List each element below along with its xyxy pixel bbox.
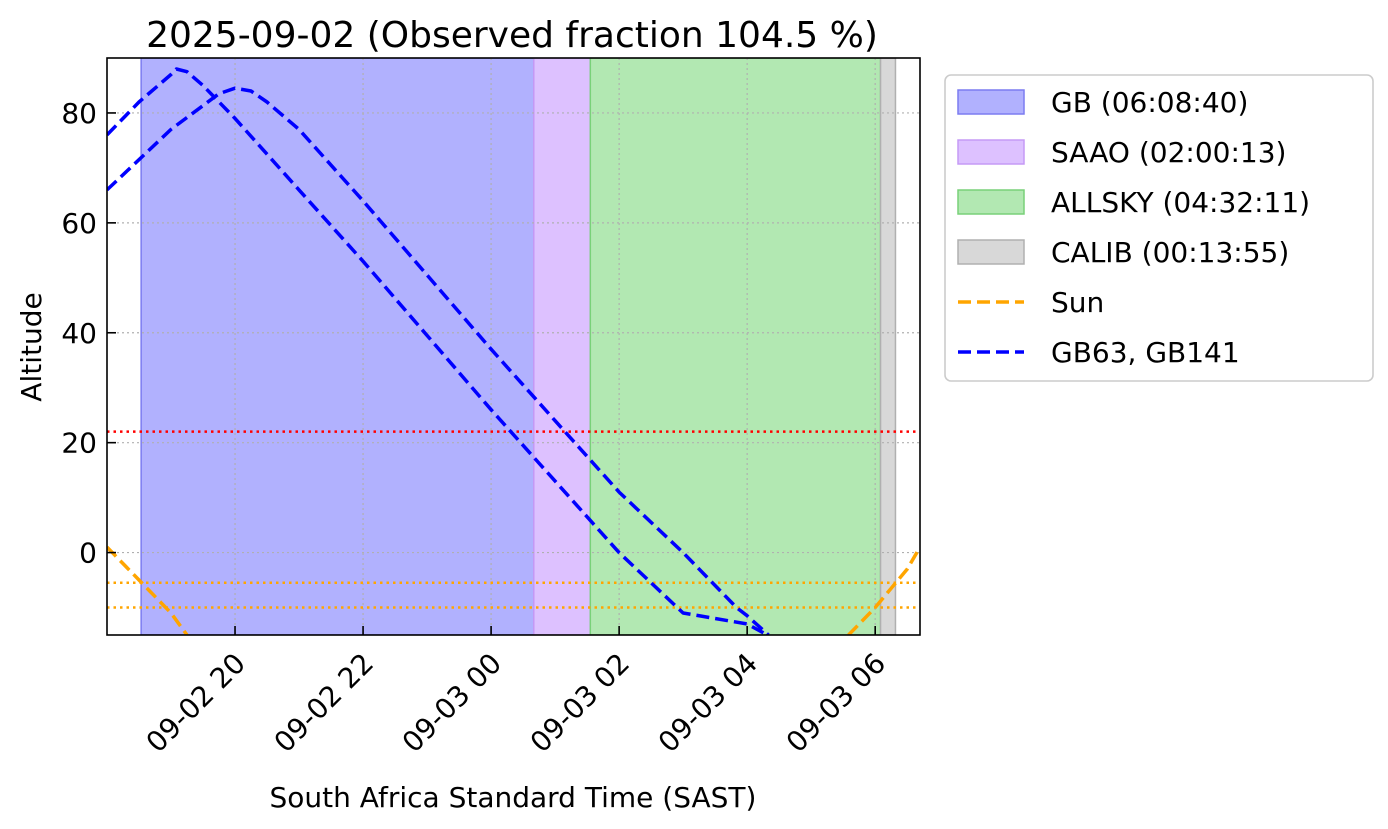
y-tick-label: 60 (61, 207, 97, 240)
observation-spans (140, 58, 897, 635)
legend-swatch (957, 239, 1025, 265)
legend-swatch (957, 89, 1025, 115)
legend-label: GB63, GB141 (1051, 336, 1240, 369)
x-axis-label: South Africa Standard Time (SAST) (270, 781, 757, 814)
legend-label: GB (06:08:40) (1051, 86, 1248, 119)
legend-label: ALLSKY (04:32:11) (1051, 186, 1310, 219)
y-tick-label: 20 (61, 427, 97, 460)
x-tick-label: 09-02 20 (140, 647, 252, 759)
x-tick-label: 09-03 04 (652, 647, 764, 759)
y-axis-label: Altitude (15, 292, 48, 401)
legend-swatch (957, 189, 1025, 215)
legend-label: SAAO (02:00:13) (1051, 136, 1286, 169)
grid-lines (107, 58, 920, 635)
legend: GB (06:08:40) SAAO (02:00:13) ALLSKY (04:3… (944, 74, 1374, 382)
x-tick-label: 09-02 22 (268, 647, 380, 759)
series-line-1 (107, 86, 770, 635)
y-tick-label: 40 (61, 317, 97, 350)
legend-label: CALIB (00:13:55) (1051, 236, 1289, 269)
chart-title: 2025-09-02 (Observed fraction 104.5 %) (146, 15, 878, 56)
span-3 (879, 58, 897, 635)
plot-frame (106, 57, 921, 636)
legend-label: Sun (1051, 286, 1104, 319)
span-0 (140, 58, 535, 635)
legend-box (944, 74, 1374, 382)
threshold-lines (107, 430, 920, 609)
span-2 (589, 58, 882, 635)
x-tick-label: 09-03 00 (396, 647, 508, 759)
x-tick-label: 09-03 06 (780, 647, 892, 759)
series-line-0 (847, 546, 920, 635)
span-1 (533, 58, 592, 635)
legend-swatch (957, 139, 1025, 165)
y-tick-label: 0 (79, 537, 97, 570)
altitude-curves (107, 67, 920, 635)
series-line-0 (107, 545, 189, 635)
y-tick-label: 80 (61, 97, 97, 130)
x-tick-label: 09-03 02 (524, 647, 636, 759)
